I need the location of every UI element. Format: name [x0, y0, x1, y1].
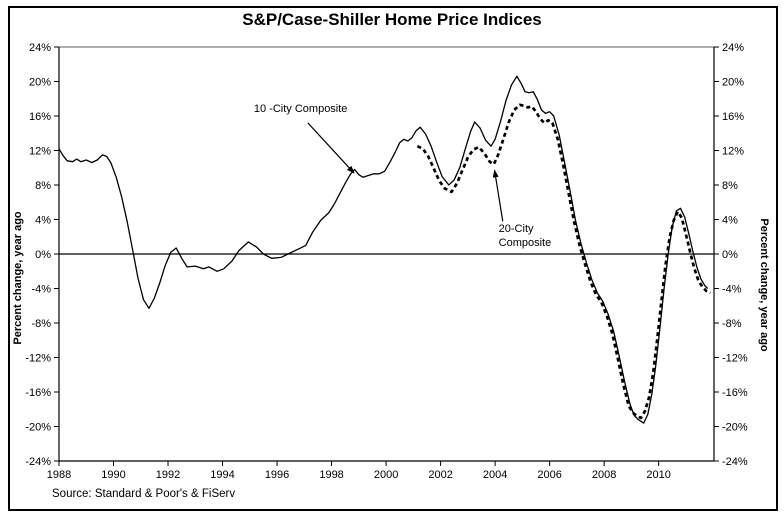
y-tick-label-right: -4%: [722, 284, 742, 296]
x-tick-label: 2000: [374, 469, 398, 481]
figure-border: [8, 6, 778, 511]
y-tick-label-left: 16%: [29, 111, 51, 123]
y-tick-label-right: -20%: [722, 422, 748, 434]
y-tick-label-left: -20%: [25, 422, 51, 434]
y-tick-label-left: 0%: [35, 249, 51, 261]
y-tick-label-left: -4%: [31, 284, 51, 296]
x-tick-label: 1996: [265, 469, 289, 481]
series-line-10-city-composite: [58, 75, 709, 424]
y-tick-label-left: 24%: [29, 42, 51, 54]
y-tick-label-left: 20%: [29, 77, 51, 89]
x-tick-label: 2002: [428, 469, 452, 481]
x-tick-label: 1988: [47, 469, 71, 481]
x-tick-label: 2006: [537, 469, 561, 481]
x-tick-label: 1990: [101, 469, 125, 481]
annotation-label: 10 -City Composite: [253, 103, 348, 116]
source-note: Source: Standard & Poor's & FiServ: [52, 488, 236, 500]
annotation-arrow-layer: [307, 122, 504, 222]
y-tick-label-right: 12%: [722, 146, 744, 158]
y-tick-label-right: 20%: [722, 77, 744, 89]
y-tick-label-left: 8%: [35, 180, 51, 192]
y-tick-label-left: -24%: [25, 456, 51, 468]
annotation-label: 20-City: [498, 223, 534, 236]
annotation-arrow: [307, 122, 355, 174]
series-layer: [58, 75, 712, 424]
annotation-arrow: [492, 169, 504, 222]
y-tick-label-right: 16%: [722, 111, 744, 123]
x-tick-label: 2008: [592, 469, 616, 481]
y-tick-label-left: 4%: [35, 215, 51, 227]
annotation-label: Composite: [498, 237, 552, 250]
chart-title: S&P/Case-Shiller Home Price Indices: [242, 10, 542, 29]
y-tick-label-left: 12%: [29, 146, 51, 158]
y-tick-label-right: -8%: [722, 318, 742, 330]
annotation-10-city-composite: 10 -City Composite: [254, 102, 348, 116]
y-tick-label-right: 24%: [722, 42, 744, 54]
y-tick-label-right: -16%: [722, 387, 748, 399]
annotation-20-city-composite: 20-City Composite: [499, 222, 552, 250]
x-tick-label: 2010: [646, 469, 670, 481]
x-tick-label: 1994: [210, 469, 234, 481]
y-tick-label-left: -16%: [25, 387, 51, 399]
x-tick-label: 2004: [483, 469, 507, 481]
x-tick-label: 1998: [319, 469, 343, 481]
y-tick-label-left: -8%: [31, 318, 51, 330]
y-tick-label-right: 4%: [722, 215, 738, 227]
axes-layer: 24% 24% 20% 20% 16% 16% 12% 12% 8% 8% 4% 4% 0% 0% -4% -…: [25, 42, 748, 481]
y-tick-label-right: 8%: [722, 180, 738, 192]
y-tick-label-right: -24%: [722, 456, 748, 468]
y-tick-label-right: -12%: [722, 353, 748, 365]
x-tick-label: 1992: [156, 469, 180, 481]
y-tick-label-left: -12%: [25, 353, 51, 365]
series-line-20-city-composite: [416, 103, 712, 420]
y-tick-label-right: 0%: [722, 249, 738, 261]
